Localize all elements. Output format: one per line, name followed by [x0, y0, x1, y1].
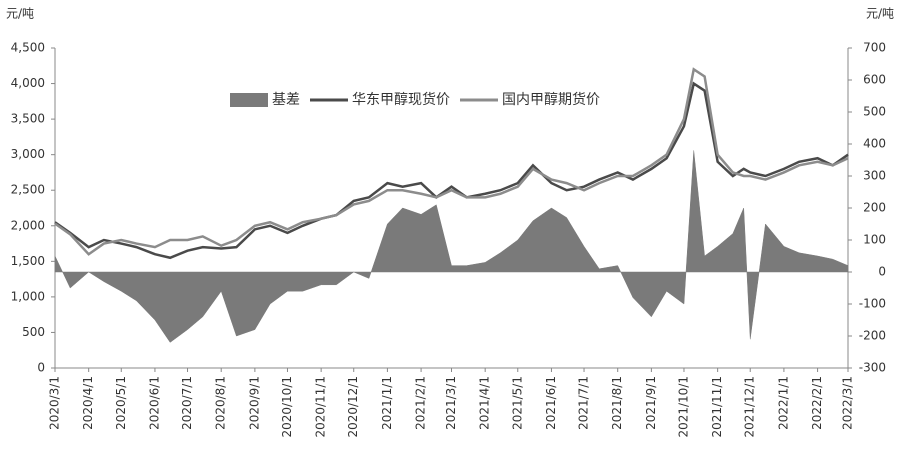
x-tick-label: 2021/12/1 [743, 376, 757, 438]
x-tick-label: 2020/8/1 [214, 376, 228, 430]
x-tick-label: 2021/2/1 [414, 376, 428, 430]
x-tick-label: 2020/5/1 [114, 376, 128, 430]
y-unit: 元/吨 [6, 7, 34, 21]
legend-label: 国内甲醇期货价 [502, 91, 600, 108]
y-tick-label: 2,000 [11, 218, 45, 232]
y2-tick-label: 400 [863, 137, 886, 151]
x-tick-label: 2021/8/1 [610, 376, 624, 430]
x-tick-label: 2021/11/1 [710, 376, 724, 438]
y2-tick-label: -300 [859, 361, 886, 375]
y-tick-label: 3,500 [11, 112, 45, 126]
legend-label: 基差 [272, 91, 300, 108]
y-tick-label: 500 [22, 325, 45, 339]
basis-area [54, 150, 849, 343]
y2-tick-label: 200 [863, 201, 886, 215]
x-tick-label: 2021/1/1 [380, 376, 394, 430]
price-line [54, 67, 849, 256]
y2-tick-label: 300 [863, 169, 886, 183]
y2-tick-label: 600 [863, 73, 886, 87]
x-tick-label: 2022/3/1 [841, 376, 855, 430]
y2-tick-label: 500 [863, 105, 886, 119]
y2-tick-label: -100 [859, 297, 886, 311]
x-tick-label: 2020/4/1 [81, 376, 95, 430]
y-tick-label: 1,000 [11, 289, 45, 303]
y2-tick-label: -200 [859, 329, 886, 343]
x-tick-label: 2020/9/1 [247, 376, 261, 430]
x-tick-label: 2021/9/1 [644, 376, 658, 430]
x-tick-label: 2021/7/1 [577, 376, 591, 430]
x-tick-label: 2020/6/1 [147, 376, 161, 430]
x-tick-label: 2020/10/1 [280, 376, 294, 438]
x-tick-label: 2022/2/1 [810, 376, 824, 430]
x-tick-label: 2021/3/1 [444, 376, 458, 430]
y-tick-label: 2,500 [11, 183, 45, 197]
x-tick-label: 2020/3/1 [48, 376, 62, 430]
x-tick-label: 2020/7/1 [180, 376, 194, 430]
x-tick-label: 2021/5/1 [510, 376, 524, 430]
y-tick-label: 3,000 [11, 147, 45, 161]
y2-tick-label: 0 [878, 265, 886, 279]
y-tick-label: 0 [37, 361, 45, 375]
y-tick-label: 4,500 [11, 41, 45, 55]
y-tick-label: 4,000 [11, 76, 45, 90]
x-tick-label: 2020/11/1 [314, 376, 328, 438]
y2-tick-label: 100 [863, 233, 886, 247]
legend-label: 华东甲醇现货价 [352, 91, 450, 108]
x-tick-label: 2021/4/1 [478, 376, 492, 430]
x-tick-label: 2021/6/1 [544, 376, 558, 430]
y2-unit: 元/吨 [866, 7, 894, 21]
price-line [54, 81, 849, 260]
legend-swatch [230, 93, 268, 107]
x-tick-label: 2022/1/1 [776, 376, 790, 430]
x-tick-label: 2021/10/1 [676, 376, 690, 438]
x-tick-label: 2020/12/1 [346, 376, 360, 438]
y2-tick-label: 700 [863, 41, 886, 55]
y-tick-label: 1,500 [11, 254, 45, 268]
